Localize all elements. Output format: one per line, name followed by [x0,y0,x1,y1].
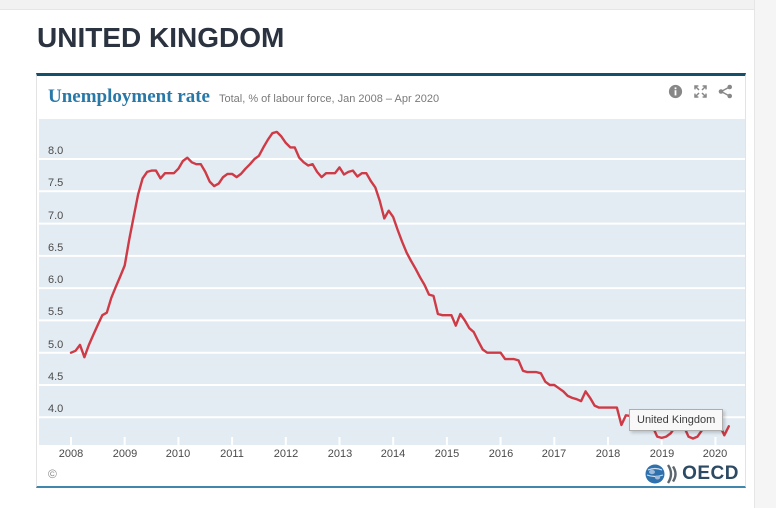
oecd-globe-icon [645,463,677,484]
y-tick-label: 7.5 [48,177,64,189]
chart-plot-area[interactable]: 4.0 4.5 5.0 5.5 6.0 6.5 7.0 7.5 8.0 United Kingd… [39,119,745,445]
x-tick-label: 2015 [434,448,460,460]
chart-card-header: Unemployment rate Total, % of labour for… [37,76,745,116]
oecd-logo[interactable]: OECD [644,463,739,485]
fullscreen-icon[interactable] [693,84,708,99]
y-tick-label: 8.0 [48,145,64,157]
y-tick-label: 4.0 [48,403,64,415]
x-tick-label: 2009 [112,448,138,460]
window-top-edge [0,0,776,10]
x-tick-label: 2017 [541,448,567,460]
x-tick-label: 2014 [380,448,406,460]
y-tick-label: 6.5 [48,242,64,254]
x-tick-label: 2013 [327,448,353,460]
x-tick-label: 2020 [702,448,728,460]
x-tick-label: 2010 [165,448,191,460]
chart-subtitle: Total, % of labour force, Jan 2008 – Apr… [219,93,440,105]
oecd-wordmark: OECD [682,462,739,484]
x-tick-label: 2019 [649,448,675,460]
y-tick-label: 6.0 [48,274,64,286]
x-tick-label: 2008 [58,448,84,460]
y-tick-label: 5.0 [48,339,64,351]
x-tick-label: 2011 [220,448,244,460]
line-chart[interactable] [39,119,745,445]
x-tick-label: 2018 [595,448,621,460]
x-tick-label: 2016 [488,448,514,460]
copyright-symbol: © [48,466,57,481]
x-tick-label: 2012 [273,448,299,460]
window-right-edge [754,0,776,508]
y-tick-label: 5.5 [48,306,64,318]
y-tick-label: 4.5 [48,371,64,383]
chart-title[interactable]: Unemployment rate [48,86,210,107]
share-icon[interactable] [718,84,733,99]
series-tooltip: United Kingdom [629,409,724,431]
chart-toolbar [668,84,733,99]
y-tick-label: 7.0 [48,210,64,222]
chart-card: Unemployment rate Total, % of labour for… [36,73,746,488]
page-title: UNITED KINGDOM [37,22,285,53]
x-axis-labels: 2008 2009 2010 2011 2012 2013 2014 2015 2016 2017… [39,448,745,464]
chart-card-footer: © OECD [37,461,745,486]
info-icon[interactable] [668,84,683,99]
